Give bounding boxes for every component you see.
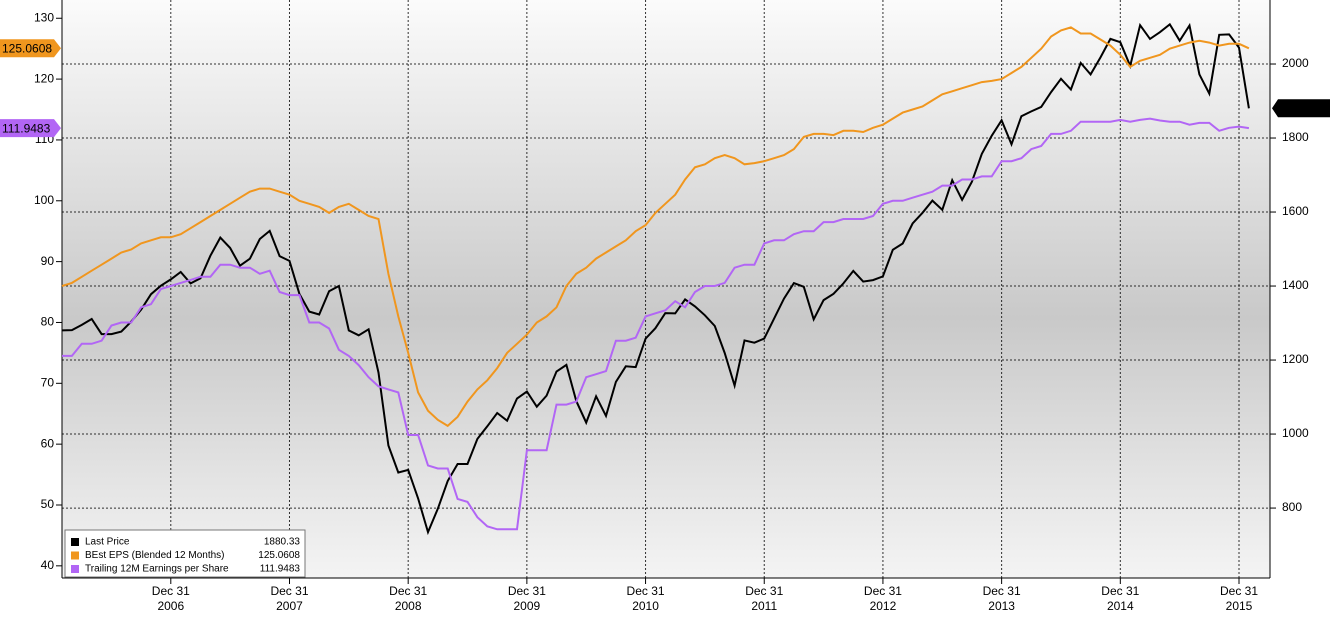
- x-tick-day: Dec 31: [1101, 584, 1139, 598]
- x-tick-day: Dec 31: [152, 584, 190, 598]
- y-tick-label: 50: [41, 497, 55, 511]
- x-tick-day: Dec 31: [270, 584, 308, 598]
- series-line: [61, 22, 1250, 536]
- value-flag: [0, 119, 61, 138]
- legend-swatch: [71, 565, 79, 573]
- x-tick-label: 2012: [870, 599, 897, 613]
- x-tick-day: Dec 31: [627, 584, 665, 598]
- x-tick-label: 2009: [514, 599, 541, 613]
- x-tick-label: 2007: [276, 599, 303, 613]
- y-tick-label: 100: [34, 193, 54, 207]
- legend-value: 125.0608: [258, 550, 300, 561]
- y2-tick-label: 800: [1282, 500, 1302, 514]
- series-line: [61, 26, 1250, 428]
- value-flag-label: 1880.33: [1281, 101, 1325, 115]
- legend-swatch: [71, 551, 79, 560]
- x-tick-label: 2011: [751, 599, 777, 613]
- legend-box: [64, 529, 306, 578]
- legend-label: Trailing 12M Earnings per Share: [85, 564, 229, 575]
- legend-label: Last Price: [85, 537, 130, 548]
- y-tick-label: 60: [41, 436, 55, 450]
- x-tick-label: 2014: [1107, 599, 1134, 613]
- y2-tick-label: 2000: [1282, 56, 1309, 70]
- x-tick-label: 2010: [632, 599, 659, 613]
- y2-tick-label: 1200: [1282, 352, 1309, 366]
- value-flag: [1272, 99, 1330, 118]
- x-tick-label: 2013: [988, 599, 1015, 613]
- value-flag-label: 111.9483: [2, 121, 51, 135]
- y-tick-label: 70: [41, 375, 55, 389]
- y-tick-label: 90: [41, 254, 55, 268]
- grid: [62, 0, 1270, 578]
- x-tick-day: Dec 31: [1220, 584, 1258, 598]
- x-tick-day: Dec 31: [864, 584, 902, 598]
- y2-tick-label: 1600: [1282, 204, 1309, 218]
- value-flag-label: 125.0608: [2, 41, 52, 55]
- y-tick-label: 130: [34, 10, 54, 24]
- plot-area: [62, 0, 1270, 578]
- y-tick-label: 120: [34, 71, 54, 85]
- x-tick-day: Dec 31: [389, 584, 427, 598]
- x-tick-day: Dec 31: [508, 584, 546, 598]
- y2-tick-label: 1400: [1282, 278, 1309, 292]
- legend-label: BEst EPS (Blended 12 Months): [85, 550, 225, 561]
- y2-tick-label: 1000: [1282, 426, 1309, 440]
- series-line: [62, 117, 1250, 531]
- x-tick-day: Dec 31: [983, 584, 1021, 598]
- y2-tick-label: 1800: [1282, 130, 1309, 144]
- x-tick-label: 2015: [1226, 599, 1253, 613]
- legend-value: 111.9483: [260, 564, 301, 575]
- legend-value: 1880.33: [264, 537, 301, 548]
- value-flag: [0, 39, 61, 58]
- x-tick-label: 2006: [157, 599, 184, 613]
- x-tick-day: Dec 31: [745, 584, 783, 598]
- legend-swatch: [71, 538, 79, 546]
- y-tick-label: 40: [41, 558, 55, 572]
- legend: Last Price 1880.33 BEst EPS (Blended 12 Mo…: [64, 529, 306, 578]
- x-tick-label: 2008: [395, 599, 422, 613]
- y-tick-label: 80: [41, 315, 55, 329]
